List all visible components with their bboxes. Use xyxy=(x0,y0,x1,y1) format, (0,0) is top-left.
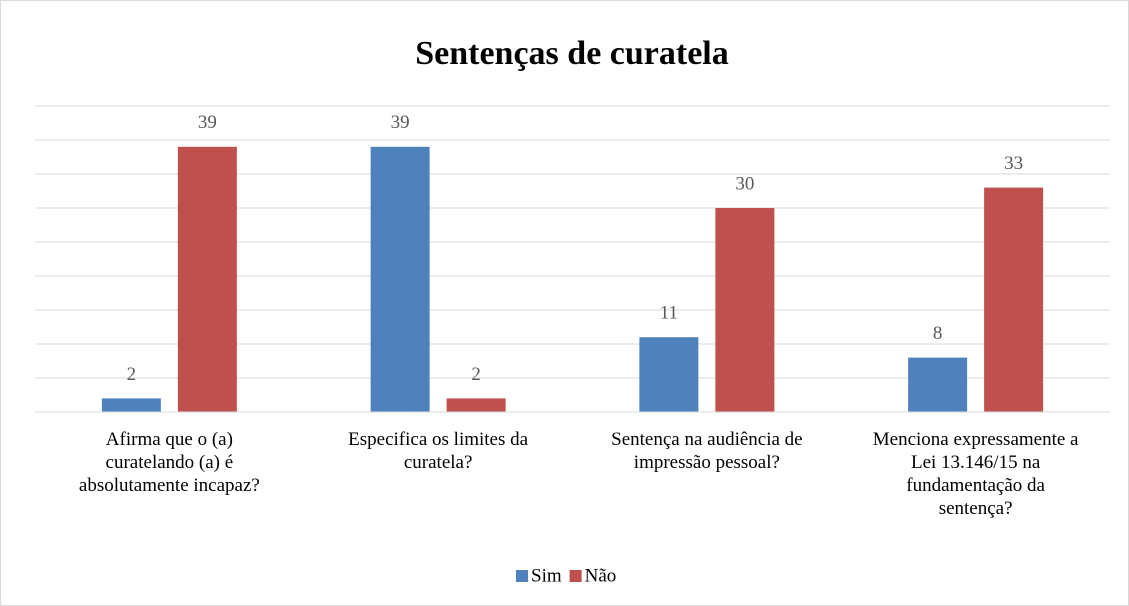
x-tick-label: Menciona expressamente a Lei 13.146/15 n… xyxy=(872,429,1079,519)
bar xyxy=(715,208,775,412)
data-label: 33 xyxy=(1004,153,1023,174)
legend-swatch xyxy=(569,570,582,582)
legend-swatch xyxy=(516,570,528,582)
bar xyxy=(639,337,699,412)
data-label: 30 xyxy=(735,173,754,194)
chart-title: Sentenças de curatela xyxy=(415,35,729,72)
data-label: 2 xyxy=(127,364,137,385)
data-label: 39 xyxy=(391,112,410,133)
x-tick-label: Sentença na audiência de impressão pesso… xyxy=(611,429,803,473)
x-tick-label: Afirma que o (a) curatelando (a) é absol… xyxy=(78,429,260,496)
bar xyxy=(984,187,1044,412)
legend-label: Não xyxy=(585,565,617,586)
bar xyxy=(101,398,161,412)
bar xyxy=(446,398,506,412)
data-label: 2 xyxy=(471,364,481,385)
legend-label: Sim xyxy=(531,565,562,586)
data-label: 39 xyxy=(198,112,217,133)
data-label: 11 xyxy=(660,303,678,324)
bar xyxy=(177,146,237,413)
bar xyxy=(908,357,968,412)
x-tick-label: Especifica os limites da curatela? xyxy=(348,429,529,473)
bar xyxy=(370,146,430,413)
data-label: 8 xyxy=(933,323,943,344)
